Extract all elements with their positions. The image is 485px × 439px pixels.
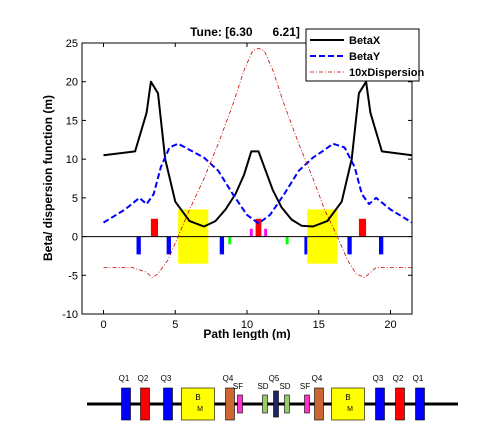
x-tick-label: 5 xyxy=(172,319,178,331)
y-axis-ticks: -10 -5 0 5 10 15 20 25 xyxy=(62,38,412,321)
lattice-element-label: Q4 xyxy=(312,374,323,383)
x-tick-label: 10 xyxy=(241,319,253,331)
x-axis-label: Path length (m) xyxy=(203,327,290,340)
lattice-element-label: B xyxy=(345,393,350,402)
lattice-sext-sf xyxy=(237,394,243,414)
sextupole-marker xyxy=(285,236,289,245)
x-tick-label: 0 xyxy=(100,319,106,331)
quad-defocusing-marker xyxy=(379,236,384,255)
lattice-element-sublabel: M xyxy=(197,406,203,413)
lattice-sext-sf xyxy=(304,394,310,414)
lattice-quad-q3 xyxy=(163,387,173,421)
lattice-quad-q4 xyxy=(225,387,235,421)
lattice-element-label: Q1 xyxy=(413,374,424,383)
lattice-elements-layer xyxy=(82,209,412,264)
series-layer xyxy=(102,48,413,279)
y-tick-label: 20 xyxy=(66,77,78,89)
lattice-element-label: Q3 xyxy=(373,374,384,383)
lattice-dipole-b xyxy=(331,387,365,421)
y-tick-label: 10 xyxy=(66,154,78,166)
y-tick-label: -10 xyxy=(62,309,78,321)
lattice-quad-q1 xyxy=(415,387,425,421)
beta-dispersion-chart: Tune: [6.30 6.21] 0 5 10 15 20 -10 -5 0 5 10 15 20… xyxy=(41,25,424,340)
y-tick-label: -5 xyxy=(68,270,78,282)
legend-entry-label: BetaX xyxy=(349,35,381,47)
lattice-element-label: Q2 xyxy=(138,374,149,383)
y-tick-label: 15 xyxy=(66,115,78,127)
lattice-element-label: Q5 xyxy=(269,374,280,383)
lattice-element-label: B xyxy=(195,393,200,402)
quad-defocusing-marker xyxy=(166,236,171,255)
legend: BetaX BetaY 10xDispersion xyxy=(305,28,424,82)
lattice-element-label: SD xyxy=(257,382,268,391)
lattice-sext-sd xyxy=(262,394,268,414)
quad-defocusing-marker xyxy=(219,236,225,255)
lattice-element-label: Q4 xyxy=(223,374,234,383)
quad-focusing-marker xyxy=(358,218,367,237)
plot-frame xyxy=(81,42,413,315)
lattice-quad-q4 xyxy=(314,387,324,421)
legend-entry-label: BetaY xyxy=(349,51,381,63)
series-10xdispersion-line xyxy=(103,48,412,279)
legend-entry-label: 10xDispersion xyxy=(349,67,424,79)
lattice-quad-q2 xyxy=(395,387,405,421)
quad-defocusing-marker xyxy=(304,236,309,255)
sextupole-marker xyxy=(249,228,253,237)
y-tick-label: 25 xyxy=(66,38,78,50)
sextupole-marker xyxy=(264,228,268,237)
lattice-element-label: SF xyxy=(300,382,310,391)
lattice-element-label: Q3 xyxy=(161,374,172,383)
sextupole-marker xyxy=(228,236,232,245)
quad-defocusing-marker xyxy=(136,236,141,255)
lattice-quad-q3 xyxy=(375,387,385,421)
y-tick-label: 5 xyxy=(72,193,78,205)
series-betax-line xyxy=(103,80,413,228)
lattice-element-label: Q1 xyxy=(119,374,130,383)
lattice-quad-q2 xyxy=(140,387,150,421)
quad-focusing-marker xyxy=(150,218,159,237)
x-tick-label: 15 xyxy=(313,319,325,331)
chart-title: Tune: [6.30 6.21] xyxy=(190,25,300,39)
y-tick-label: 0 xyxy=(72,232,78,244)
quad-defocusing-marker xyxy=(347,236,352,255)
lattice-quad-q5 xyxy=(273,390,279,418)
lattice-element-sublabel: M xyxy=(347,406,353,413)
series-betay-line xyxy=(102,142,413,225)
x-tick-label: 20 xyxy=(384,319,396,331)
lattice-quad-q1 xyxy=(121,387,131,421)
y-axis-label: Beta/ dispersion function (m) xyxy=(41,95,55,261)
lattice-element-label: Q2 xyxy=(393,374,404,383)
lattice-sext-sd xyxy=(284,394,290,414)
x-axis-ticks: 0 5 10 15 20 xyxy=(100,43,397,331)
lattice-element-label: SF xyxy=(233,382,243,391)
lattice-dipole-b xyxy=(181,387,215,421)
lattice-element-label: SD xyxy=(279,382,290,391)
quad-focusing-marker xyxy=(255,218,262,237)
